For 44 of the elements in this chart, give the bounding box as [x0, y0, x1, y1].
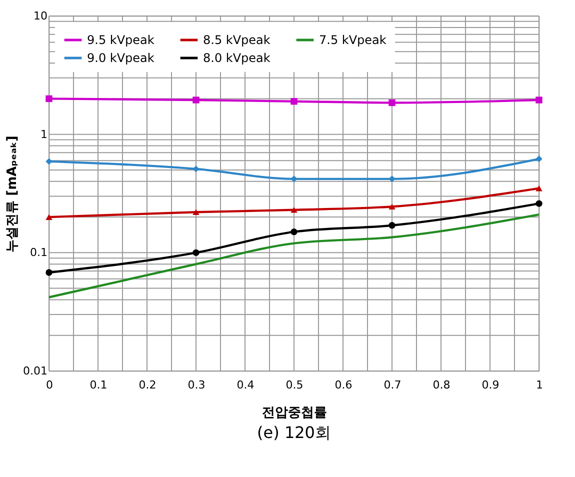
- legend-label: 9.5 kVpeak: [87, 33, 154, 47]
- x-tick-label: 0.5: [286, 378, 304, 392]
- y-tick-label: 1: [40, 128, 48, 141]
- point: [388, 204, 396, 210]
- point: [388, 99, 396, 106]
- text: (e) 120회: [257, 423, 331, 442]
- point: [46, 95, 52, 102]
- point: [536, 96, 542, 104]
- x-tick-label: 0.1: [90, 378, 108, 392]
- point: [46, 269, 52, 276]
- point: [290, 206, 298, 213]
- point: [192, 96, 200, 104]
- x-tick-label: 0.2: [138, 378, 156, 392]
- point: [192, 249, 200, 256]
- x-axis-title: 전압중첩률: [262, 406, 327, 420]
- x-tick-label: 0.8: [432, 378, 450, 392]
- legend-label: 8.0 kVpeak: [203, 51, 270, 65]
- point: [192, 166, 200, 172]
- point: [290, 98, 298, 105]
- y-tick-label: 0.01: [23, 364, 48, 378]
- point: [290, 228, 298, 236]
- y-tick-label: 0.1: [30, 246, 48, 260]
- x-tick-label: 0.6: [334, 378, 352, 392]
- point: [388, 176, 396, 182]
- x-tick-label: 0.4: [236, 378, 254, 392]
- point: [46, 158, 52, 165]
- point: [536, 200, 542, 207]
- point: [192, 209, 200, 216]
- y-tick-label: 10: [34, 10, 48, 22]
- x-tick-label: 1: [536, 378, 543, 392]
- line-series: [48, 213, 540, 298]
- y-axis-title: 누설전류 [mAₚₑₐₖ]: [5, 136, 20, 252]
- x-tick-label: 0.9: [482, 378, 500, 392]
- x-tick-label: 0: [46, 378, 53, 392]
- point: [46, 214, 52, 220]
- legend-label: 7.5 kVpeak: [319, 33, 386, 47]
- point: [290, 176, 298, 182]
- x-tick-label: 0.3: [188, 378, 206, 392]
- x-tick-label: 0.7: [384, 378, 402, 392]
- point: [536, 185, 542, 192]
- point: [388, 222, 396, 229]
- legend-label: 8.5 kVpeak: [203, 33, 270, 47]
- legend-label: 9.0 kVpeak: [87, 51, 154, 65]
- point: [536, 156, 542, 162]
